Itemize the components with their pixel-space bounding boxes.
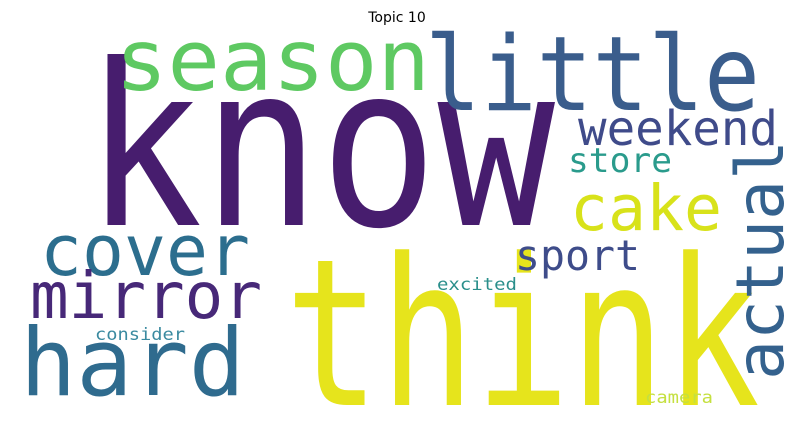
word: know — [85, 17, 555, 279]
word: think — [285, 216, 760, 429]
word: excited — [437, 275, 517, 295]
word: sport — [515, 231, 640, 280]
word: weekend — [578, 101, 778, 157]
word: hard — [20, 309, 245, 418]
word: consider — [95, 325, 185, 345]
word: season — [115, 12, 430, 111]
word: store — [568, 141, 672, 181]
word: cake — [570, 172, 722, 245]
word: little — [425, 15, 760, 135]
word: cover — [40, 210, 250, 292]
word: mirror — [30, 260, 262, 334]
word: camera — [645, 388, 713, 408]
chart-title: Topic 10 — [367, 10, 425, 26]
word: actual — [722, 140, 794, 380]
